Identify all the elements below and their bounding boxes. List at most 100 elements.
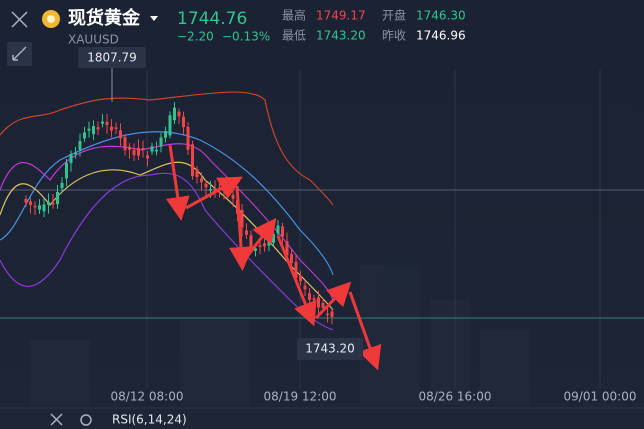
candle-body [195,169,199,178]
stat-label: 昨收 [382,29,406,43]
candle-body [123,137,127,151]
candle-body [33,205,37,208]
trend-arrows [165,144,382,371]
candle-body [186,126,190,150]
change-pct: −0.13% [222,30,270,44]
candle-body [87,128,91,131]
symbol: XAUUSD [68,33,119,47]
candle-body [285,241,289,256]
indicator-lines [0,91,334,331]
x-axis: 08/12 08:00 08/19 12:00 08/26 16:00 09/0… [111,390,637,404]
candle-body [182,116,185,128]
stat-label: 开盘 [382,8,406,23]
candle-body [294,261,298,278]
stats: 最高 1749.17 开盘 1746.30 最低 1743.20 昨收 1746… [282,8,466,43]
last-marker-box [297,338,363,360]
candle-body [56,192,59,205]
candle-body [299,275,302,282]
candle-body [330,311,334,317]
price: 1744.76 [177,9,247,29]
candle-body [290,254,293,263]
candle-body [276,225,280,234]
grid [146,70,601,388]
high-marker-box [78,47,146,68]
candle-body [150,146,154,152]
candle-body [240,209,244,228]
candle-body [51,202,55,205]
candle-body [173,107,176,121]
candle-body [74,152,77,155]
candle-body [303,285,307,290]
instrument-name[interactable]: 现货黄金 [68,7,141,29]
stat-value: 1749.17 [316,9,366,23]
city-backdrop [30,265,530,405]
candle-body [281,226,284,237]
candle-body [245,230,248,235]
indicator-label: RSI(6,14,24) [112,413,187,427]
stat-value: 1746.30 [416,9,466,23]
stat-value: 1746.96 [416,29,466,43]
candle-body [47,202,50,205]
candle-body [137,147,140,156]
high-marker: 1807.79 [87,51,137,65]
candle-body [231,194,235,199]
x-label: 08/19 12:00 [264,390,337,404]
candle-body [254,248,257,251]
candle-body [326,313,329,316]
dropdown[interactable] [150,16,158,21]
candle-body [263,243,266,247]
candle-body [83,132,86,139]
candle-body [317,297,320,308]
candle-body [38,205,41,210]
candle-body [308,293,311,300]
indicator-close[interactable] [50,413,63,426]
candle-body [168,115,172,136]
stat-label: 最高 [282,8,306,23]
gold-icon-inner [47,15,55,23]
candle-body [164,131,167,138]
candle-body [204,183,208,188]
candle-body [141,147,145,151]
candle-body [249,235,253,247]
x-label: 08/26 16:00 [419,390,492,404]
candle-body [114,127,118,129]
last-marker: 1743.20 [305,342,355,356]
stat-value: 1743.20 [316,29,366,43]
candle-body [78,141,82,150]
candle-body [101,121,104,124]
stat-label: 最低 [282,29,306,43]
candle-body [42,204,46,212]
candle-body [146,155,149,159]
candle-body [155,149,158,152]
candle-body [258,245,262,247]
candle-body [110,126,113,131]
candle-body [267,235,271,246]
change: −2.20 [177,30,214,44]
candle-body [96,127,100,130]
candle-body [272,234,275,243]
candle-body [119,130,122,139]
close-icon[interactable] [11,11,28,28]
candle-body [159,137,163,147]
candle-body [65,162,68,179]
candle-body [92,126,95,135]
x-label: 08/12 08:00 [111,390,184,404]
candle-body [321,302,325,308]
candle-body [191,144,194,177]
candle-body [69,154,73,164]
candle-body [24,198,28,203]
candle-body [128,146,131,150]
candle-body [60,182,64,189]
candle-body [200,178,203,183]
candle-body [312,298,316,301]
candle-body [209,189,212,191]
candle-body [29,201,32,206]
candle-body [132,149,136,156]
settings-icon[interactable] [80,414,92,426]
candle-body [177,111,181,117]
candle-body [105,121,109,126]
expand-icon [12,46,27,61]
